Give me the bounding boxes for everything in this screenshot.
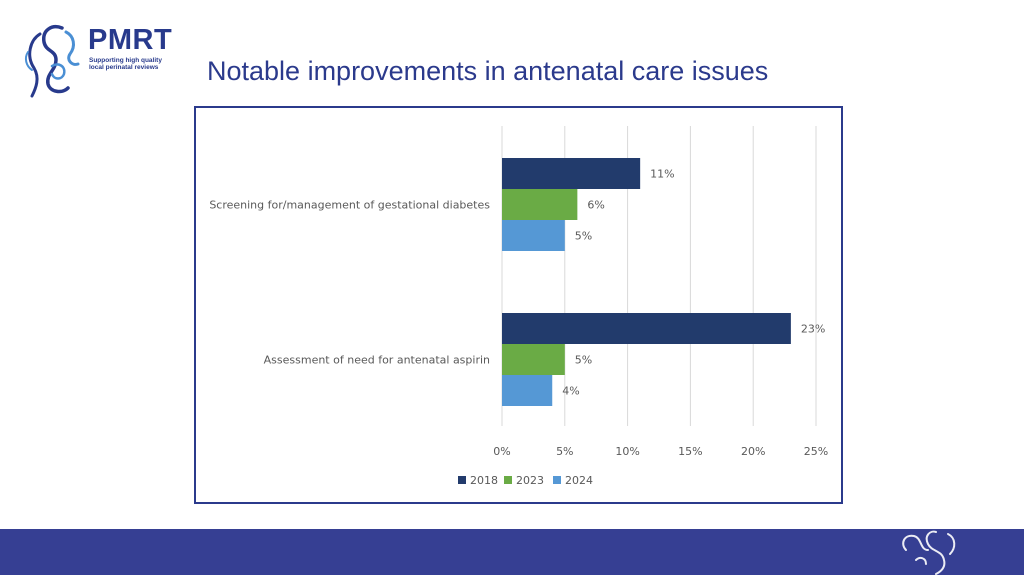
category-label: Screening for/management of gestational …: [209, 199, 490, 212]
bar: [502, 220, 565, 251]
bar: [502, 313, 791, 344]
category-label: Assessment of need for antenatal aspirin: [264, 354, 490, 367]
x-tick-label: 15%: [678, 445, 702, 458]
logo-tagline-line-2: local perinatal reviews: [89, 64, 159, 71]
logo-tagline-line-1: Supporting high quality: [89, 57, 162, 64]
x-tick-label: 0%: [493, 445, 510, 458]
slide-title: Notable improvements in antenatal care i…: [207, 56, 769, 86]
data-label: 4%: [562, 385, 579, 398]
x-tick-label: 10%: [615, 445, 639, 458]
x-tick-label: 20%: [741, 445, 765, 458]
data-label: 11%: [650, 168, 674, 181]
footer-logo-mark-icon: [902, 530, 956, 575]
pmrt-logo: PMRT Supporting high quality local perin…: [22, 22, 182, 102]
data-label: 23%: [801, 323, 825, 336]
legend-swatch: [553, 476, 561, 484]
chart-frame: 0% 5% 10% 15% 20% 25% 11% 6% 5% Screening for/man…: [194, 106, 843, 504]
data-label: 5%: [575, 354, 592, 367]
legend-label: 2023: [516, 474, 544, 487]
mother-baby-logo-icon: [24, 25, 80, 98]
legend-swatch: [504, 476, 512, 484]
logo-wordmark: PMRT: [88, 24, 173, 56]
bar: [502, 158, 641, 189]
footer-band: [0, 529, 1024, 575]
bar: [502, 375, 553, 406]
x-tick-label: 25%: [804, 445, 828, 458]
bar: [502, 344, 565, 375]
x-tick-label: 5%: [556, 445, 573, 458]
data-label: 5%: [575, 230, 592, 243]
bar: [502, 189, 578, 220]
legend-label: 2018: [470, 474, 498, 487]
legend-swatch: [458, 476, 466, 484]
data-label: 6%: [587, 199, 604, 212]
legend-label: 2024: [565, 474, 593, 487]
logo-tagline: Supporting high quality local perinatal …: [89, 57, 189, 71]
bar-chart: 0% 5% 10% 15% 20% 25% 11% 6% 5% Screening for/man…: [209, 126, 828, 487]
